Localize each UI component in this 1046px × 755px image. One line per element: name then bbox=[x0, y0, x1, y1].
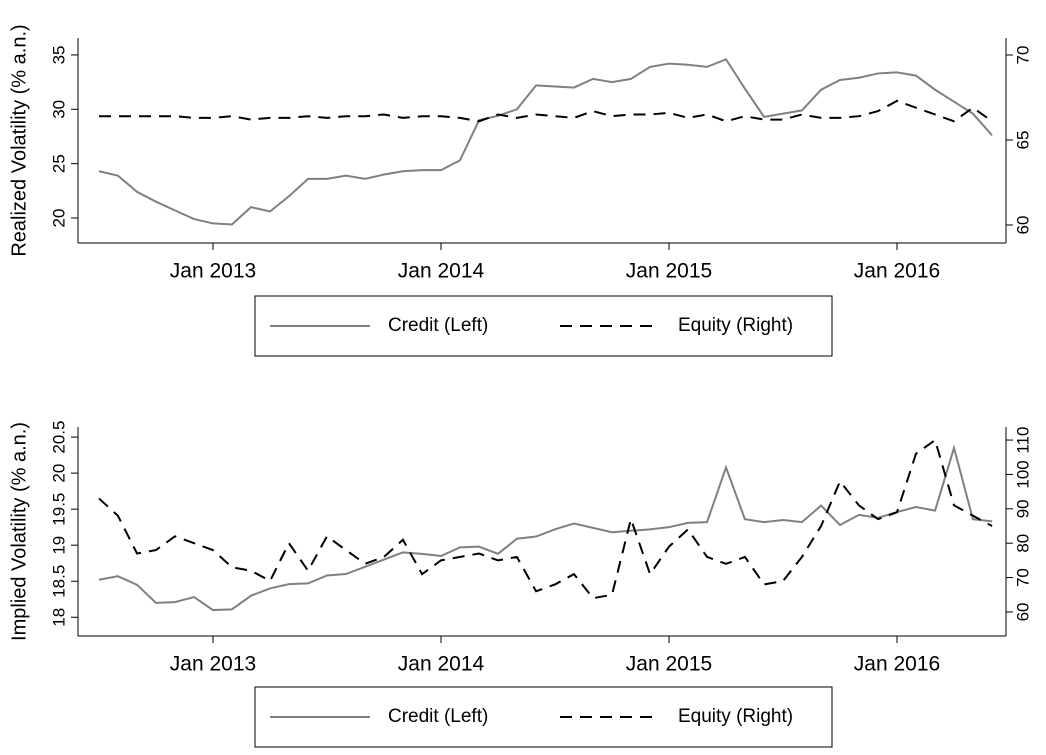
y2-tick-label: 70 bbox=[1013, 568, 1032, 587]
y-tick-label: 20.5 bbox=[49, 421, 68, 454]
series-line bbox=[98, 58, 993, 226]
x-tick-label: Jan 2013 bbox=[170, 653, 256, 676]
y-tick-label: 19.5 bbox=[49, 493, 68, 526]
y2-tick-label: 65 bbox=[1013, 131, 1032, 150]
y2-tick-label: 110 bbox=[1013, 427, 1032, 454]
y-tick-label: 18 bbox=[49, 608, 68, 627]
series-line bbox=[98, 444, 993, 612]
y-tick-label: 18.5 bbox=[49, 565, 68, 598]
series-line bbox=[98, 438, 993, 600]
x-tick-label: Jan 2016 bbox=[854, 653, 940, 676]
y2-tick-label: 60 bbox=[1013, 216, 1032, 235]
y-tick-label: 20 bbox=[49, 464, 68, 483]
x-tick-label: Jan 2013 bbox=[170, 260, 256, 283]
legend-label: Credit (Left) bbox=[388, 706, 488, 727]
y2-tick-label: 90 bbox=[1013, 499, 1032, 518]
x-tick-label: Jan 2014 bbox=[398, 653, 485, 676]
y2-tick-label: 80 bbox=[1013, 534, 1032, 553]
legend-label: Credit (Left) bbox=[388, 315, 488, 336]
y-axis-label: Realized Volatility (% a.n.) bbox=[8, 24, 30, 256]
x-tick-label: Jan 2016 bbox=[854, 260, 940, 283]
x-tick-label: Jan 2015 bbox=[626, 653, 712, 676]
x-tick-label: Jan 2015 bbox=[626, 260, 712, 283]
y-axis-label: Implied Volatility (% a.n.) bbox=[8, 422, 30, 641]
series-line bbox=[98, 99, 993, 123]
legend-label: Equity (Right) bbox=[678, 315, 793, 336]
legend-label: Equity (Right) bbox=[678, 706, 793, 727]
y-tick-label: 30 bbox=[49, 100, 68, 119]
y-tick-label: 19 bbox=[49, 536, 68, 555]
y2-tick-label: 100 bbox=[1013, 460, 1032, 488]
y2-tick-label: 60 bbox=[1013, 602, 1032, 621]
x-tick-label: Jan 2014 bbox=[398, 260, 485, 283]
y-tick-label: 25 bbox=[49, 154, 68, 173]
y2-tick-label: 70 bbox=[1013, 46, 1032, 65]
y-tick-label: 35 bbox=[49, 45, 68, 64]
y-tick-label: 20 bbox=[49, 209, 68, 228]
